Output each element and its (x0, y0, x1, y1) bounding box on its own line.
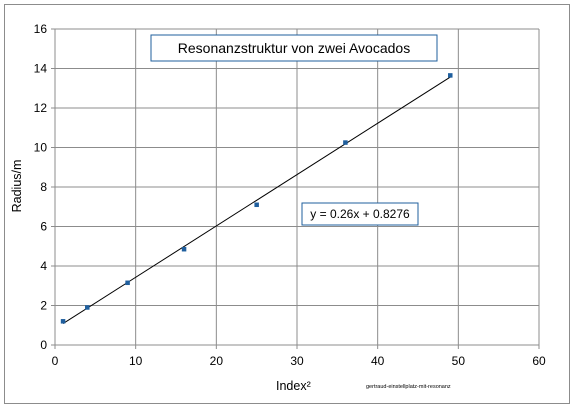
x-tick-label: 20 (210, 354, 224, 368)
y-tick-label: 16 (34, 22, 48, 36)
grid (55, 28, 540, 345)
x-tick-label: 50 (452, 354, 466, 368)
x-tick-label: 10 (129, 354, 143, 368)
axes (51, 28, 540, 349)
x-tick-label: 40 (371, 354, 385, 368)
y-tick-label: 12 (34, 101, 48, 115)
trendline-layer (62, 76, 451, 324)
y-tick-label: 0 (40, 338, 47, 352)
data-point-6 (343, 140, 348, 145)
x-tick-label: 60 (532, 354, 546, 368)
y-tick-label: 10 (34, 141, 48, 155)
trendline (62, 76, 451, 324)
chart-frame (4, 4, 570, 404)
x-tick-label: 0 (52, 354, 59, 368)
data-point-4 (181, 246, 187, 252)
x-axis-label: Index² (276, 379, 311, 393)
tick-labels: 0 10 20 30 40 50 60 0 2 4 6 8 10 12 14 16 (34, 22, 546, 368)
data-points (60, 73, 453, 324)
credit-annotation: gertraud-einstellplatz-mit-resonanz (366, 384, 451, 390)
y-tick-label: 2 (40, 299, 47, 313)
data-point-2 (85, 305, 90, 310)
y-axis-label: Radius/m (10, 160, 24, 213)
y-tick-label: 6 (40, 220, 47, 234)
data-point-7 (448, 73, 453, 78)
chart-title: Resonanzstruktur von zwei Avocados (178, 40, 410, 56)
y-tick-label: 4 (40, 259, 47, 273)
y-tick-label: 8 (40, 180, 47, 194)
data-point-3 (125, 280, 130, 286)
y-tick-label: 14 (34, 62, 48, 76)
chart-title-box: Resonanzstruktur von zwei Avocados (150, 34, 438, 62)
x-tick-label: 30 (290, 354, 304, 368)
data-point-1 (60, 319, 66, 324)
equation-box: y = 0.26x + 0.8276 (301, 202, 419, 226)
trendline-equation: y = 0.26x + 0.8276 (310, 207, 410, 221)
data-point-5 (254, 202, 259, 208)
